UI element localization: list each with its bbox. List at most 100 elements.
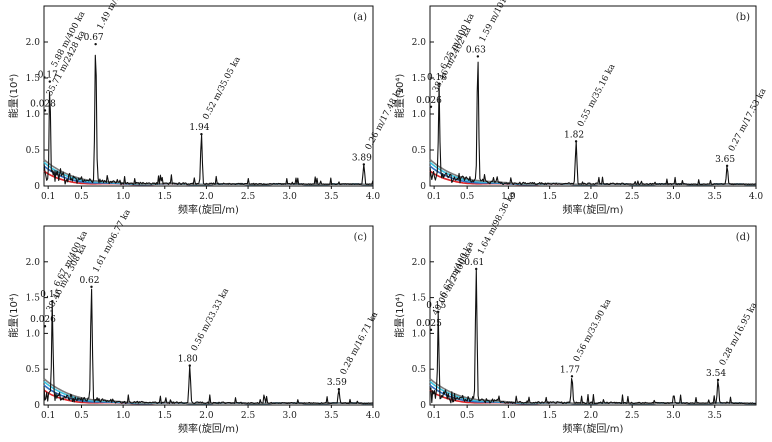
- peak-label: 1.94: [189, 123, 209, 133]
- y-tick-label: 0: [34, 182, 40, 192]
- chart-panel-c: 0 0.5 1.0 1.5 2.0 0.1 0.5 1.0 1.5 2.0 2.5 3.0 3.5 4.0…: [7, 208, 380, 435]
- peak-point: [429, 105, 433, 109]
- x-tick-label: 1.5: [158, 192, 173, 202]
- peak-point: [43, 109, 47, 112]
- x-tick-label: 2.0: [199, 411, 214, 421]
- panel-tag: (c): [354, 232, 368, 243]
- y-tick-label: 1.5: [412, 74, 427, 84]
- peak-label: 0.025: [416, 319, 442, 329]
- period-annotation: 0.52 m/35.05 ka: [201, 55, 243, 121]
- peak-point: [574, 140, 578, 143]
- x-tick-label: 3.5: [708, 192, 723, 202]
- y-tick-label: 0.5: [26, 365, 41, 375]
- peak-point: [51, 299, 54, 303]
- peak-point: [48, 80, 52, 83]
- peak-point: [188, 364, 191, 367]
- panel-tag: (a): [353, 12, 367, 23]
- x-tick-label: 3.5: [324, 411, 339, 421]
- x-tick-label: 4.0: [749, 192, 764, 202]
- panel-tag: (b): [736, 12, 750, 23]
- peak-label: 1.80: [178, 355, 198, 365]
- x-tick-label: 1.5: [543, 192, 558, 202]
- y-axis-title: 能量(10⁴): [7, 293, 20, 338]
- peak-point: [570, 375, 574, 378]
- peak-point: [43, 325, 47, 328]
- y-tick-label: 0.5: [412, 146, 427, 156]
- x-tick-label: 1.5: [543, 411, 558, 421]
- period-annotation: 6.67 m/400 ka: [438, 240, 476, 299]
- peak-label: 0.028: [30, 99, 56, 109]
- y-tick-label: 1.0: [412, 110, 427, 120]
- peak-point: [716, 378, 720, 382]
- peak-label: 3.59: [327, 378, 347, 388]
- peak-point: [476, 55, 480, 58]
- y-tick-label: 1.0: [26, 329, 41, 339]
- plot-frame: [429, 225, 757, 406]
- x-tick-label: 0.5: [460, 411, 475, 421]
- panel-tag: (d): [736, 232, 750, 243]
- plot-frame: [43, 225, 374, 406]
- x-axis-title: 频率(旋回/m): [178, 203, 239, 216]
- peak-label: 0.15: [426, 301, 446, 311]
- chart-panel-b: 0 0.5 1.0 1.5 2.0 0.1 0.5 1.0 1.5 2.0 2.5 3.0 3.5 4.0…: [393, 0, 769, 216]
- x-tick-label: 0.5: [74, 192, 89, 202]
- x-tick-label: 1.5: [158, 411, 173, 421]
- x-tick-label: 2.5: [241, 192, 256, 202]
- peak-point: [337, 388, 341, 391]
- period-annotation: 0.28 m/16.71 ka: [339, 310, 381, 376]
- power-spectrum-line: [43, 54, 374, 186]
- x-tick-label: 4.0: [366, 192, 381, 202]
- x-axis-title: 频率(旋回/m): [563, 203, 624, 216]
- power-spectrum-line: [429, 61, 756, 186]
- x-tick-label: 1.0: [501, 411, 516, 421]
- chart-panel-d: 0 0.5 1.0 1.5 2.0 0.1 0.5 1.0 1.5 2.0 2.5 3.0 3.5 频率(…: [393, 190, 759, 435]
- x-tick-label: 0.1: [427, 192, 441, 202]
- peak-point: [437, 310, 440, 314]
- x-tick-label: 2.0: [199, 192, 214, 202]
- x-tick-label: 2.0: [584, 411, 599, 421]
- y-tick-label: 0: [420, 182, 426, 192]
- x-tick-label: 0.1: [41, 411, 55, 421]
- period-annotation: 0.27 m/17.53 ka: [727, 87, 769, 153]
- period-annotation: 0.55 m/35.16 ka: [576, 62, 618, 128]
- peak-label: 3.89: [352, 153, 372, 163]
- period-annotation: 1.59 m/101.59 ka: [478, 0, 522, 44]
- plot-frame: [429, 5, 757, 187]
- y-tick-label: 2.0: [26, 258, 41, 268]
- y-tick-label: 0.5: [26, 146, 41, 156]
- peak-label: 1.77: [560, 365, 580, 375]
- period-annotation: 1.49 m/101.49 ka: [95, 0, 139, 32]
- x-tick-label: 1.0: [116, 411, 131, 421]
- peak-point: [200, 132, 203, 136]
- x-tick-label: 2.5: [625, 411, 640, 421]
- x-tick-label: 0.1: [41, 192, 55, 202]
- confidence-curve-gray: [429, 158, 756, 186]
- peak-label: 0.61: [464, 258, 484, 268]
- peak-label: 1.82: [564, 130, 584, 140]
- y-tick-label: 0: [420, 401, 426, 411]
- peak-point: [94, 42, 97, 46]
- x-tick-label: 3.5: [324, 192, 339, 202]
- period-annotation: 1.61 m/96.77 ka: [91, 208, 133, 274]
- x-axis-title: 频率(旋回/m): [563, 422, 624, 435]
- x-tick-label: 0.5: [74, 411, 89, 421]
- peak-point: [429, 328, 433, 332]
- y-tick-label: 1.5: [26, 74, 41, 84]
- period-annotation: 1.64 m/98.36 ka: [476, 190, 518, 256]
- plot-frame: [43, 5, 374, 187]
- x-tick-label: 3.0: [666, 192, 681, 202]
- x-tick-label: 4.0: [366, 411, 381, 421]
- peak-label: 0.17: [38, 71, 58, 81]
- y-axis-title: 能量(10⁴): [393, 74, 406, 119]
- x-tick-label: 2.5: [241, 411, 256, 421]
- y-tick-label: 1.0: [26, 110, 41, 120]
- peak-label: 0.63: [466, 45, 486, 55]
- peak-label: 0.62: [79, 276, 99, 286]
- peak-point: [90, 285, 93, 289]
- x-tick-label: 0.1: [427, 411, 441, 421]
- peak-point: [362, 163, 366, 166]
- peak-label: 3.54: [706, 369, 726, 379]
- y-axis-title: 能量(10⁴): [7, 74, 20, 119]
- x-tick-label: 2.0: [584, 192, 599, 202]
